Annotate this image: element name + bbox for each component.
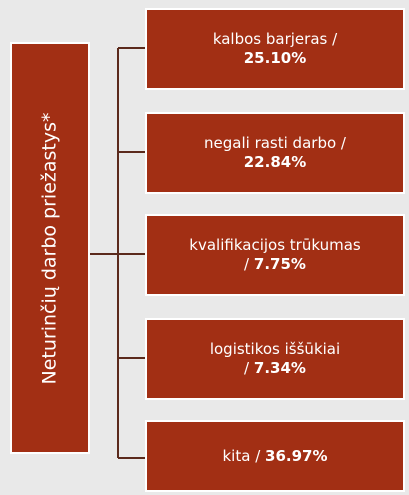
- node: kalbos barjeras / 25.10%: [145, 8, 405, 90]
- node: kvalifikacijos trūkumas / 7.75%: [145, 214, 405, 296]
- node-value: 25.10%: [243, 49, 307, 67]
- node: logistikos iššūkiai / 7.34%: [145, 318, 405, 400]
- node-label: kalbos barjeras: [212, 30, 328, 48]
- node-separator: /: [244, 255, 250, 273]
- node-label: logistikos iššūkiai: [209, 340, 341, 358]
- root-node: Neturinčių darbo priežastys*: [10, 42, 90, 454]
- node-value: 22.84%: [243, 153, 307, 171]
- node-label: kvalifikacijos trūkumas: [189, 236, 361, 254]
- node-value: 7.75%: [253, 255, 306, 273]
- node-label: negali rasti darbo: [204, 134, 337, 152]
- node-label: kita: [222, 446, 251, 465]
- node-separator: /: [255, 446, 261, 465]
- node-value: 36.97%: [265, 446, 328, 465]
- node-separator: /: [340, 134, 346, 152]
- node: negali rasti darbo / 22.84%: [145, 112, 405, 194]
- node-separator: /: [244, 359, 250, 377]
- root-label: Neturinčių darbo priežastys*: [38, 111, 61, 385]
- node-separator: /: [332, 30, 338, 48]
- node-value: 7.34%: [253, 359, 306, 377]
- node: kita / 36.97%: [145, 420, 405, 492]
